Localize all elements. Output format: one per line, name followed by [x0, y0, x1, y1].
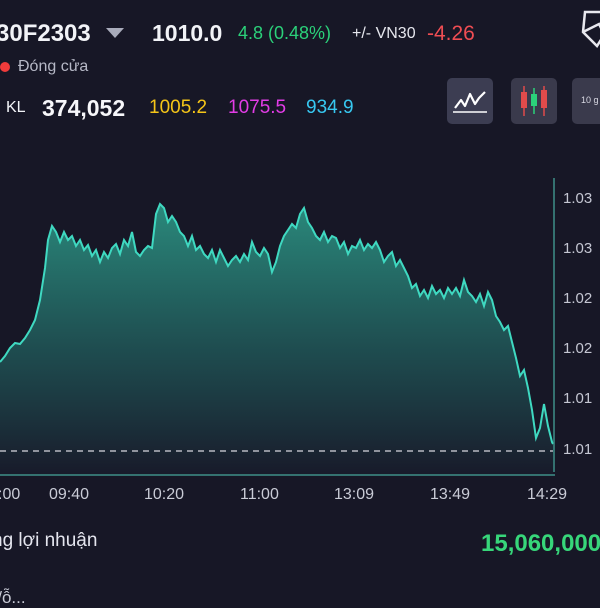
market-status: Đóng cửa — [18, 58, 89, 75]
vn30-diff-value: -4.26 — [427, 22, 475, 45]
ma-value-3: 934.9 — [306, 97, 354, 118]
line-chart-button[interactable] — [447, 78, 493, 124]
candlestick-chart-button[interactable] — [511, 78, 557, 124]
last-price: 1010.0 — [152, 20, 223, 46]
vn30-diff-label: +/- VN30 — [352, 25, 416, 42]
y-tick-label: 1.03 — [563, 240, 593, 257]
volume-label: KL — [6, 99, 26, 116]
ma-value-2: 1075.5 — [228, 97, 287, 118]
y-tick-label: 1.02 — [563, 290, 593, 307]
chevron-down-icon[interactable] — [106, 28, 124, 38]
contract-symbol[interactable]: 30F2303 — [0, 20, 91, 47]
volume-value: 374,052 — [42, 95, 126, 121]
next-row-label: '/ỗ... — [0, 588, 26, 607]
x-tick-label: 13:09 — [334, 486, 375, 503]
y-tick-label: 1.02 — [563, 340, 593, 357]
app-logo-icon — [581, 10, 600, 48]
profit-value: 15,060,000 — [481, 530, 600, 557]
y-tick-label: 1.01 — [563, 390, 593, 407]
x-tick-label: 11:00 — [240, 486, 279, 503]
interval-button[interactable]: 10 g — [572, 78, 600, 124]
market-status-dot — [0, 62, 10, 72]
x-tick-label: 14:29 — [527, 486, 568, 503]
price-area — [0, 204, 553, 475]
profit-label: ng lợi nhuận — [0, 530, 98, 551]
x-tick-label: :00 — [0, 486, 21, 503]
x-tick-label: 10:20 — [144, 486, 185, 503]
y-tick-label: 1.01 — [563, 441, 593, 458]
x-tick-label: 09:40 — [49, 486, 90, 503]
y-tick-label: 1.03 — [563, 190, 593, 207]
ma-value-1: 1005.2 — [149, 97, 208, 118]
price-change: 4.8 (0.48%) — [238, 23, 332, 43]
interval-label: 10 g — [581, 95, 599, 105]
line-chart-icon — [453, 91, 487, 113]
x-tick-label: 13:49 — [430, 486, 471, 503]
price-line — [0, 202, 554, 445]
candlestick-icon — [521, 86, 547, 116]
